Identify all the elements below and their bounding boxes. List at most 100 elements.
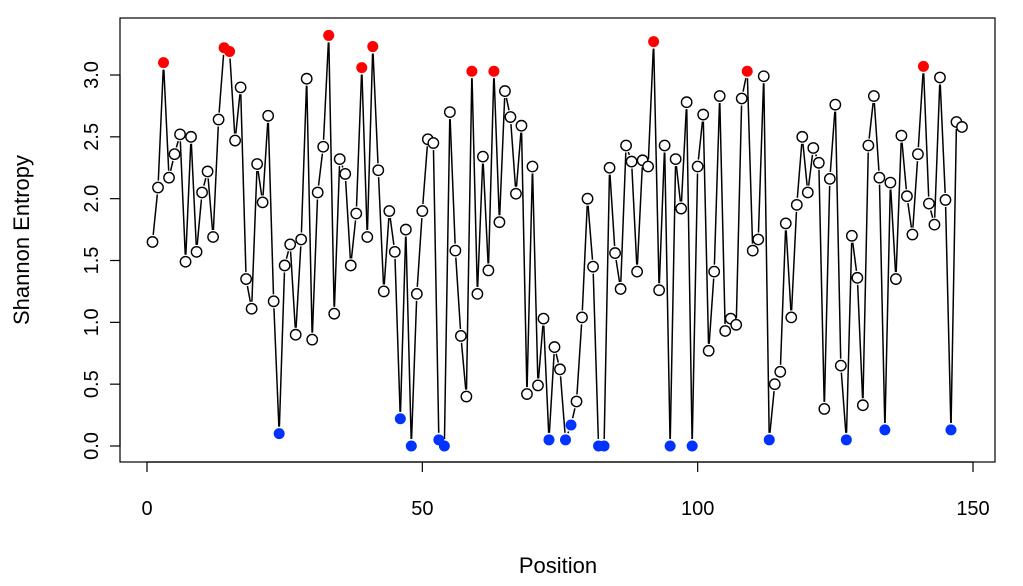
- x-tick-label: 150: [956, 498, 989, 520]
- series-segment: [763, 83, 770, 433]
- series-segment: [257, 170, 263, 196]
- data-point: [620, 139, 632, 152]
- series-segment: [355, 74, 363, 207]
- series-segment: [410, 300, 418, 440]
- data-point: [443, 106, 456, 119]
- series-segment: [175, 140, 179, 148]
- series-segment: [416, 217, 423, 287]
- data-point: [867, 90, 880, 102]
- data-point: [454, 330, 467, 342]
- series-segment: [377, 177, 385, 285]
- data-point: [410, 287, 423, 300]
- series-segment: [548, 354, 555, 433]
- data-point: [493, 216, 506, 229]
- data-point: [939, 194, 952, 206]
- low-entropy-point: [840, 434, 852, 446]
- series-segment: [742, 78, 747, 92]
- data-point: [152, 181, 164, 194]
- data-point: [603, 161, 616, 174]
- series-segment: [708, 278, 715, 344]
- y-axis-label: Shannon Entropy: [9, 155, 34, 325]
- series-segment: [203, 178, 207, 186]
- data-point: [768, 378, 781, 391]
- data-point: [416, 205, 429, 217]
- series-segment: [823, 185, 831, 402]
- series-segment: [262, 122, 269, 196]
- data-point: [449, 244, 462, 257]
- data-point: [752, 233, 765, 246]
- series-segment: [476, 163, 484, 287]
- series-segment: [212, 126, 220, 231]
- series-segment: [868, 102, 874, 139]
- low-entropy-point: [273, 428, 285, 440]
- series-segment: [609, 174, 616, 247]
- data-point: [735, 92, 748, 105]
- data-point: [372, 164, 385, 177]
- series-segment: [510, 123, 517, 187]
- series-segment: [615, 259, 621, 283]
- series-segment: [399, 236, 407, 412]
- data-point: [812, 156, 825, 169]
- series-segment: [273, 308, 280, 427]
- data-point: [790, 198, 803, 211]
- data-point: [190, 245, 203, 258]
- data-point: [862, 139, 875, 152]
- data-point: [383, 205, 396, 217]
- data-point: [262, 109, 275, 122]
- data-point: [388, 245, 401, 258]
- low-entropy-point: [560, 434, 572, 446]
- data-point: [796, 130, 809, 143]
- y-tick-label: 0.0: [81, 432, 103, 460]
- data-point: [845, 229, 858, 242]
- series-segment: [515, 132, 522, 187]
- data-point: [642, 160, 655, 173]
- series-segment: [571, 408, 576, 419]
- series-segment: [169, 160, 174, 171]
- series-segment: [713, 102, 721, 265]
- y-tick-label: 1.0: [81, 308, 103, 336]
- series-lines: [152, 42, 958, 440]
- data-point: [774, 365, 787, 378]
- series-segment: [537, 325, 544, 379]
- series-segment: [218, 54, 225, 113]
- data-point: [669, 153, 682, 165]
- low-entropy-point: [686, 440, 698, 452]
- low-entropy-point: [405, 440, 417, 452]
- data-point: [730, 318, 743, 331]
- series-segment: [344, 180, 352, 259]
- series-segment: [555, 353, 560, 363]
- data-point: [146, 236, 159, 248]
- low-entropy-point: [763, 434, 775, 446]
- low-entropy-point: [438, 440, 450, 452]
- series-segment: [818, 169, 825, 402]
- data-point: [521, 388, 533, 400]
- series-segment: [361, 74, 368, 231]
- series-segment: [815, 154, 818, 157]
- data-point: [691, 160, 704, 173]
- x-tick-label: 0: [141, 498, 152, 520]
- low-entropy-point: [543, 434, 555, 446]
- high-entropy-point: [648, 36, 660, 48]
- series-segment: [647, 48, 655, 160]
- data-point: [499, 85, 511, 97]
- high-entropy-point: [367, 41, 379, 53]
- data-point: [818, 402, 831, 415]
- series-segment: [852, 242, 858, 271]
- series-segment: [735, 105, 743, 318]
- data-point: [300, 72, 313, 85]
- data-point: [697, 108, 710, 121]
- data-point: [934, 71, 946, 84]
- series-segment: [267, 122, 275, 295]
- series-segment: [890, 189, 897, 273]
- series-segment: [636, 167, 644, 265]
- series-segment: [372, 53, 379, 164]
- data-point: [477, 150, 489, 163]
- data-point: [829, 98, 842, 111]
- series-segment: [917, 73, 924, 148]
- series-segment: [757, 83, 765, 233]
- series-segment: [834, 111, 842, 359]
- series-segment: [285, 251, 290, 259]
- series-segment: [944, 206, 952, 423]
- series-segment: [157, 69, 164, 181]
- data-point: [240, 273, 253, 285]
